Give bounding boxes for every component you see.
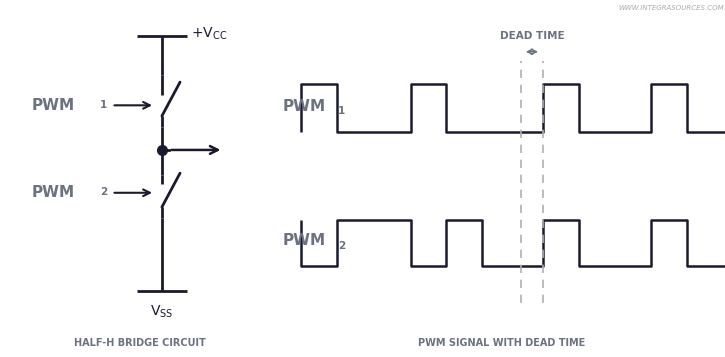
Text: PWM: PWM [32,185,75,200]
Text: 1: 1 [100,100,107,110]
Text: PWM: PWM [283,99,326,114]
Text: 2: 2 [338,241,345,251]
Text: 2: 2 [100,187,107,197]
Text: PWM: PWM [32,98,75,113]
Text: PWM: PWM [283,233,326,248]
Text: $\mathregular{V_{SS}}$: $\mathregular{V_{SS}}$ [150,303,173,320]
Text: $\mathregular{+V_{CC}}$: $\mathregular{+V_{CC}}$ [191,26,228,42]
Text: WWW.INTEGRASOURCES.COM: WWW.INTEGRASOURCES.COM [618,5,724,11]
Text: 1: 1 [338,106,345,116]
Text: HALF-H BRIDGE CIRCUIT: HALF-H BRIDGE CIRCUIT [74,338,205,348]
Text: DEAD TIME: DEAD TIME [500,31,564,41]
Text: PWM SIGNAL WITH DEAD TIME: PWM SIGNAL WITH DEAD TIME [418,338,586,348]
